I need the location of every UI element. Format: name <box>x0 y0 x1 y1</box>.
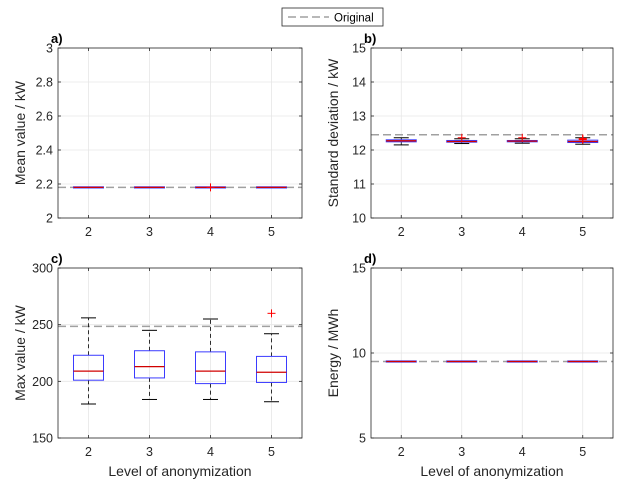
y-tick-label: 13 <box>352 110 366 124</box>
y-tick-label: 3 <box>46 42 53 56</box>
subplot-1: 2 2.2 2.4 2.6 2.8 3 2 3 4 5 a) Mean value / kW <box>12 31 303 239</box>
x-tick-label: 3 <box>458 445 465 459</box>
y-axis-label: Max value / kW <box>12 304 28 400</box>
panel-label: a) <box>51 31 63 46</box>
box-4 <box>506 133 538 144</box>
x-tick-label: 5 <box>268 225 275 239</box>
x-tick-label: 2 <box>85 445 92 459</box>
panel-label: d) <box>364 251 376 266</box>
y-tick-label: 2.4 <box>36 144 53 158</box>
outlier-marker <box>578 134 587 143</box>
box-2 <box>73 317 104 405</box>
legend: Original <box>281 7 384 27</box>
panel-label: b) <box>364 31 376 46</box>
x-tick-label: 3 <box>458 225 465 239</box>
y-tick-label: 2 <box>46 212 53 226</box>
y-tick-label: 200 <box>32 375 53 389</box>
x-tick-label: 2 <box>85 225 92 239</box>
y-tick-label: 12 <box>352 144 366 158</box>
outlier-marker <box>457 133 466 142</box>
box-3 <box>134 186 165 189</box>
y-axis-label: Standard deviation / kW <box>325 58 341 207</box>
x-tick-label: 3 <box>146 445 153 459</box>
box-3 <box>446 360 478 363</box>
subplot-2: 10 11 12 13 14 15 2 3 4 5 b) Standard deviation / k… <box>325 31 614 239</box>
y-tick-label: 2.2 <box>36 178 53 192</box>
plot-area <box>58 48 302 218</box>
y-axis-label: Mean value / kW <box>12 80 28 185</box>
box-4 <box>195 318 226 400</box>
y-tick-label: 15 <box>352 42 366 56</box>
x-tick-label: 4 <box>207 225 214 239</box>
box-2 <box>385 137 417 146</box>
box-body <box>134 350 165 379</box>
y-tick-label: 150 <box>32 432 53 446</box>
y-tick-label: 11 <box>353 178 366 192</box>
x-axis-label: Level of anonymization <box>420 463 563 479</box>
box-3 <box>446 133 478 145</box>
legend-box <box>281 7 384 27</box>
outlier-marker <box>518 133 527 142</box>
box-5 <box>256 309 287 403</box>
x-tick-label: 5 <box>268 445 275 459</box>
subplot-4: 5 10 15 2 3 4 5 d) Energy / MWh Level of anonymiz… <box>325 251 614 479</box>
y-tick-label: 2.8 <box>36 76 53 90</box>
subplot-3: 150 200 250 300 2 3 4 5 c) Max value / kW Level of… <box>12 251 303 479</box>
x-tick-label: 3 <box>146 225 153 239</box>
x-axis-label: Level of anonymization <box>108 463 251 479</box>
x-tick-label: 5 <box>579 445 586 459</box>
outlier-marker <box>267 309 276 318</box>
axes-frame <box>57 47 303 219</box>
x-tick-label: 4 <box>207 445 214 459</box>
y-tick-label: 250 <box>32 318 53 332</box>
axes-frame <box>370 47 614 219</box>
box-5 <box>567 134 599 145</box>
x-tick-label: 2 <box>398 225 405 239</box>
x-tick-label: 4 <box>519 225 526 239</box>
box-5 <box>256 186 287 189</box>
box-4 <box>195 183 226 192</box>
box-body <box>195 351 226 385</box>
y-axis-label: Energy / MWh <box>325 309 341 398</box>
box-3 <box>134 329 165 400</box>
box-2 <box>73 186 104 189</box>
y-tick-label: 300 <box>32 262 53 276</box>
box-2 <box>385 360 417 363</box>
panel-label: c) <box>51 251 63 266</box>
box-4 <box>506 360 538 363</box>
outlier-marker <box>206 183 215 192</box>
plot-area <box>58 268 302 438</box>
axes-frame <box>57 267 303 439</box>
box-body <box>256 355 287 383</box>
y-tick-label: 10 <box>352 212 366 226</box>
box-body <box>73 354 104 381</box>
y-tick-label: 14 <box>352 76 366 90</box>
x-tick-label: 5 <box>579 225 586 239</box>
x-tick-label: 2 <box>398 445 405 459</box>
y-tick-label: 5 <box>359 432 366 446</box>
y-tick-label: 2.6 <box>36 110 53 124</box>
plot-area <box>371 48 613 218</box>
y-tick-label: 10 <box>352 347 366 361</box>
y-tick-label: 15 <box>352 262 366 276</box>
box-5 <box>567 360 599 363</box>
panels: 22.22.42.62.832 3 4 5a)Mean value / kW10111… <box>12 31 614 479</box>
legend-label: Original <box>334 13 374 25</box>
x-tick-label: 4 <box>519 445 526 459</box>
